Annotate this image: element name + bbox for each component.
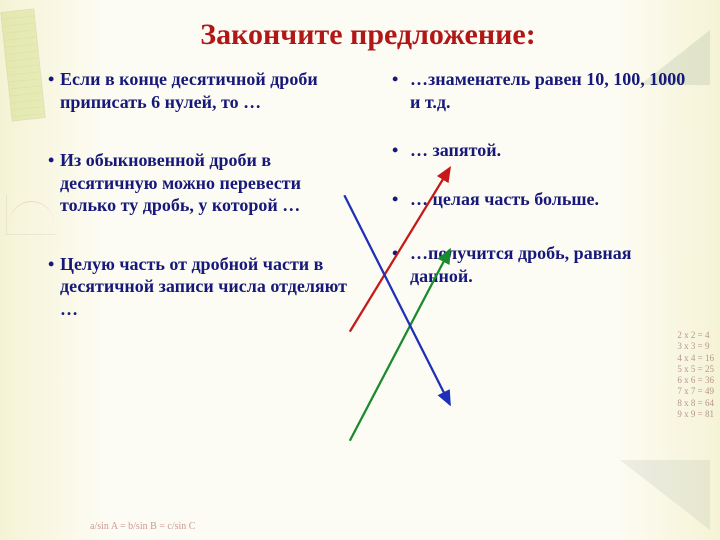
left-item-3: Целую часть от дробной части в десятично… [48, 253, 348, 321]
slide-title: Закончите предложение: [48, 18, 688, 52]
slide-content: Закончите предложение: Если в конце деся… [0, 0, 720, 540]
two-column-layout: Если в конце десятичной дроби приписать … [48, 68, 688, 468]
left-item-2: Из обыкновенной дроби в десятичную можно… [48, 149, 348, 217]
right-item-3: … целая часть больше. [388, 188, 688, 211]
right-item-2: … запятой. [388, 139, 688, 162]
left-item-1: Если в конце десятичной дроби приписать … [48, 68, 348, 113]
right-item-1: …знаменатель равен 10, 100, 1000 и т.д. [388, 68, 688, 113]
left-column: Если в конце десятичной дроби приписать … [48, 68, 348, 468]
right-column: …знаменатель равен 10, 100, 1000 и т.д. … [378, 68, 688, 468]
right-item-4: …получится дробь, равная данной. [388, 242, 688, 287]
